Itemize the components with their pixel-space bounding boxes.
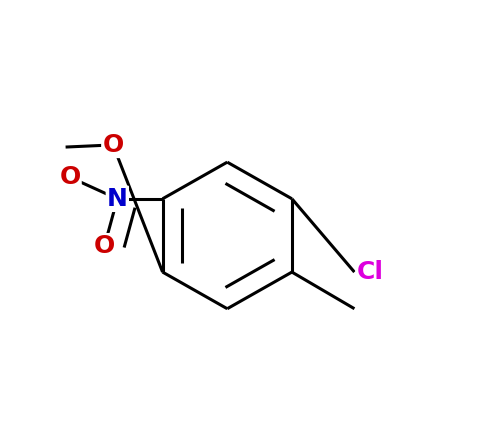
Text: O: O <box>102 133 123 157</box>
Text: O: O <box>59 165 81 189</box>
Text: N: N <box>107 187 127 211</box>
Text: Cl: Cl <box>356 260 383 284</box>
Text: O: O <box>94 234 115 258</box>
